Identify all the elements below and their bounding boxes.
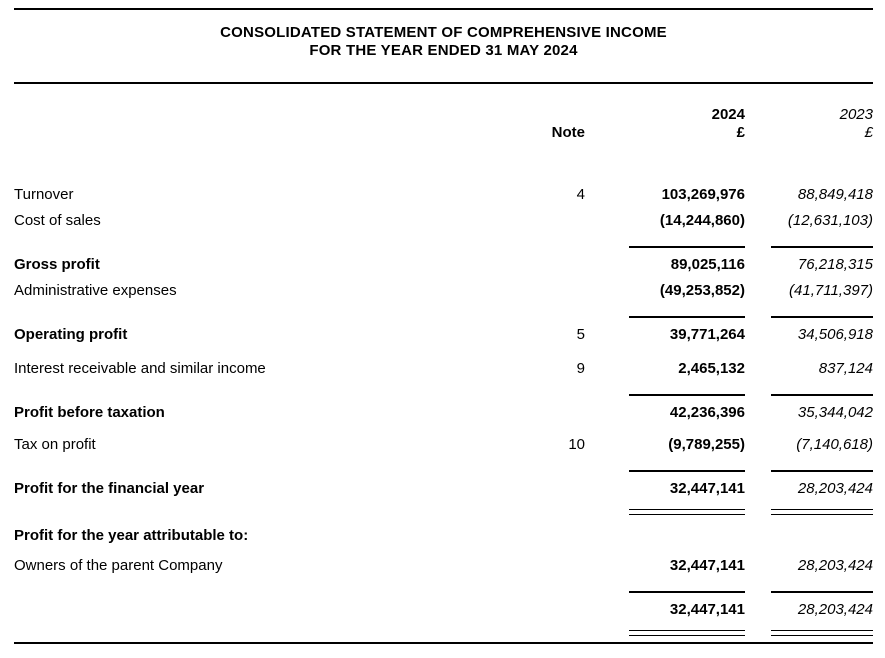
double-rule-2024 xyxy=(629,630,745,636)
value-2023: 28,203,424 xyxy=(797,557,873,574)
table-row-total: 32,447,141 28,203,424 xyxy=(14,597,873,623)
value-2023: (41,711,397) xyxy=(789,282,873,299)
row-label: Owners of the parent Company xyxy=(14,557,223,574)
row-label: Cost of sales xyxy=(14,212,101,229)
row-label: Profit for the year attributable to: xyxy=(14,527,249,544)
note-ref: 10 xyxy=(568,436,585,453)
value-2024: 32,447,141 xyxy=(669,601,745,618)
table-row-interest-receivable: Interest receivable and similar income 9… xyxy=(14,356,873,382)
value-2023: 34,506,918 xyxy=(797,326,873,343)
value-2024: 42,236,396 xyxy=(669,404,745,421)
currency-symbol-2024: £ xyxy=(736,124,745,141)
value-2023: (7,140,618) xyxy=(796,436,873,453)
value-2024: 39,771,264 xyxy=(669,326,745,343)
row-label: Tax on profit xyxy=(14,436,96,453)
row-label: Turnover xyxy=(14,186,74,203)
value-2024: 32,447,141 xyxy=(669,557,745,574)
table-row-owners-of-parent: Owners of the parent Company 32,447,141 … xyxy=(14,553,873,579)
double-rule-2024 xyxy=(629,509,745,515)
subtotal-rule xyxy=(14,591,873,593)
table-row-cost-of-sales: Cost of sales (14,244,860) (12,631,103) xyxy=(14,208,873,234)
table-row-attributable-heading: Profit for the year attributable to: xyxy=(14,523,873,549)
subtotal-rule xyxy=(14,316,873,318)
value-2024: 2,465,132 xyxy=(678,360,745,377)
rule-2023 xyxy=(771,246,873,248)
table-row-tax-on-profit: Tax on profit 10 (9,789,255) (7,140,618) xyxy=(14,432,873,458)
table-row-turnover: Turnover 4 103,269,976 88,849,418 xyxy=(14,182,873,208)
column-header-2023: 2023 xyxy=(839,106,873,123)
subtotal-rule xyxy=(14,394,873,396)
table-row-profit-before-taxation: Profit before taxation 42,236,396 35,344… xyxy=(14,400,873,426)
rule-2024 xyxy=(629,591,745,593)
table-row-gross-profit: Gross profit 89,025,116 76,218,315 xyxy=(14,252,873,278)
statement-subtitle: FOR THE YEAR ENDED 31 MAY 2024 xyxy=(309,42,578,59)
note-ref: 5 xyxy=(576,326,585,343)
bottom-rule xyxy=(14,642,873,644)
value-2024: 32,447,141 xyxy=(669,480,745,497)
table-row-administrative-expenses: Administrative expenses (49,253,852) (41… xyxy=(14,278,873,304)
rule-2024 xyxy=(629,394,745,396)
row-label: Operating profit xyxy=(14,326,128,343)
currency-symbol-2023: £ xyxy=(864,124,873,141)
value-2023: 837,124 xyxy=(818,360,873,377)
value-2024: 89,025,116 xyxy=(670,256,745,273)
total-double-rule xyxy=(14,630,873,636)
statement-header: CONSOLIDATED STATEMENT OF COMPREHENSIVE … xyxy=(14,24,873,60)
rule-2024 xyxy=(629,316,745,318)
rule-2023 xyxy=(771,394,873,396)
statement-title: CONSOLIDATED STATEMENT OF COMPREHENSIVE … xyxy=(220,24,667,41)
row-label: Administrative expenses xyxy=(14,282,177,299)
subtotal-rule xyxy=(14,470,873,472)
rule-2023 xyxy=(771,470,873,472)
value-2023: 35,344,042 xyxy=(797,404,873,421)
value-2024: 103,269,976 xyxy=(661,186,745,203)
value-2024: (14,244,860) xyxy=(659,212,745,229)
value-2023: (12,631,103) xyxy=(787,212,873,229)
value-2024: (49,253,852) xyxy=(659,282,745,299)
column-header-note: Note xyxy=(551,124,585,141)
value-2024: (9,789,255) xyxy=(668,436,745,453)
rule-2024 xyxy=(629,470,745,472)
rule-2023 xyxy=(771,591,873,593)
value-2023: 76,218,315 xyxy=(797,256,873,273)
row-label: Profit for the financial year xyxy=(14,480,205,497)
rule-2024 xyxy=(629,246,745,248)
top-rule xyxy=(14,8,873,10)
column-header-2024: 2024 xyxy=(711,106,745,123)
subtotal-rule xyxy=(14,246,873,248)
value-2023: 28,203,424 xyxy=(797,601,873,618)
row-label: Interest receivable and similar income xyxy=(14,360,266,377)
table-row-profit-for-financial-year: Profit for the financial year 32,447,141… xyxy=(14,476,873,502)
note-ref: 4 xyxy=(576,186,585,203)
total-double-rule xyxy=(14,509,873,515)
column-header-row-years: 2024 2023 xyxy=(14,106,873,124)
double-rule-2023 xyxy=(771,509,873,515)
double-rule-2023 xyxy=(771,630,873,636)
table-row-operating-profit: Operating profit 5 39,771,264 34,506,918 xyxy=(14,322,873,348)
column-header-row-units: Note £ £ xyxy=(14,124,873,142)
value-2023: 28,203,424 xyxy=(797,480,873,497)
rule-2023 xyxy=(771,316,873,318)
value-2023: 88,849,418 xyxy=(797,186,873,203)
header-rule xyxy=(14,82,873,84)
row-label: Gross profit xyxy=(14,256,100,273)
note-ref: 9 xyxy=(576,360,585,377)
row-label: Profit before taxation xyxy=(14,404,165,421)
